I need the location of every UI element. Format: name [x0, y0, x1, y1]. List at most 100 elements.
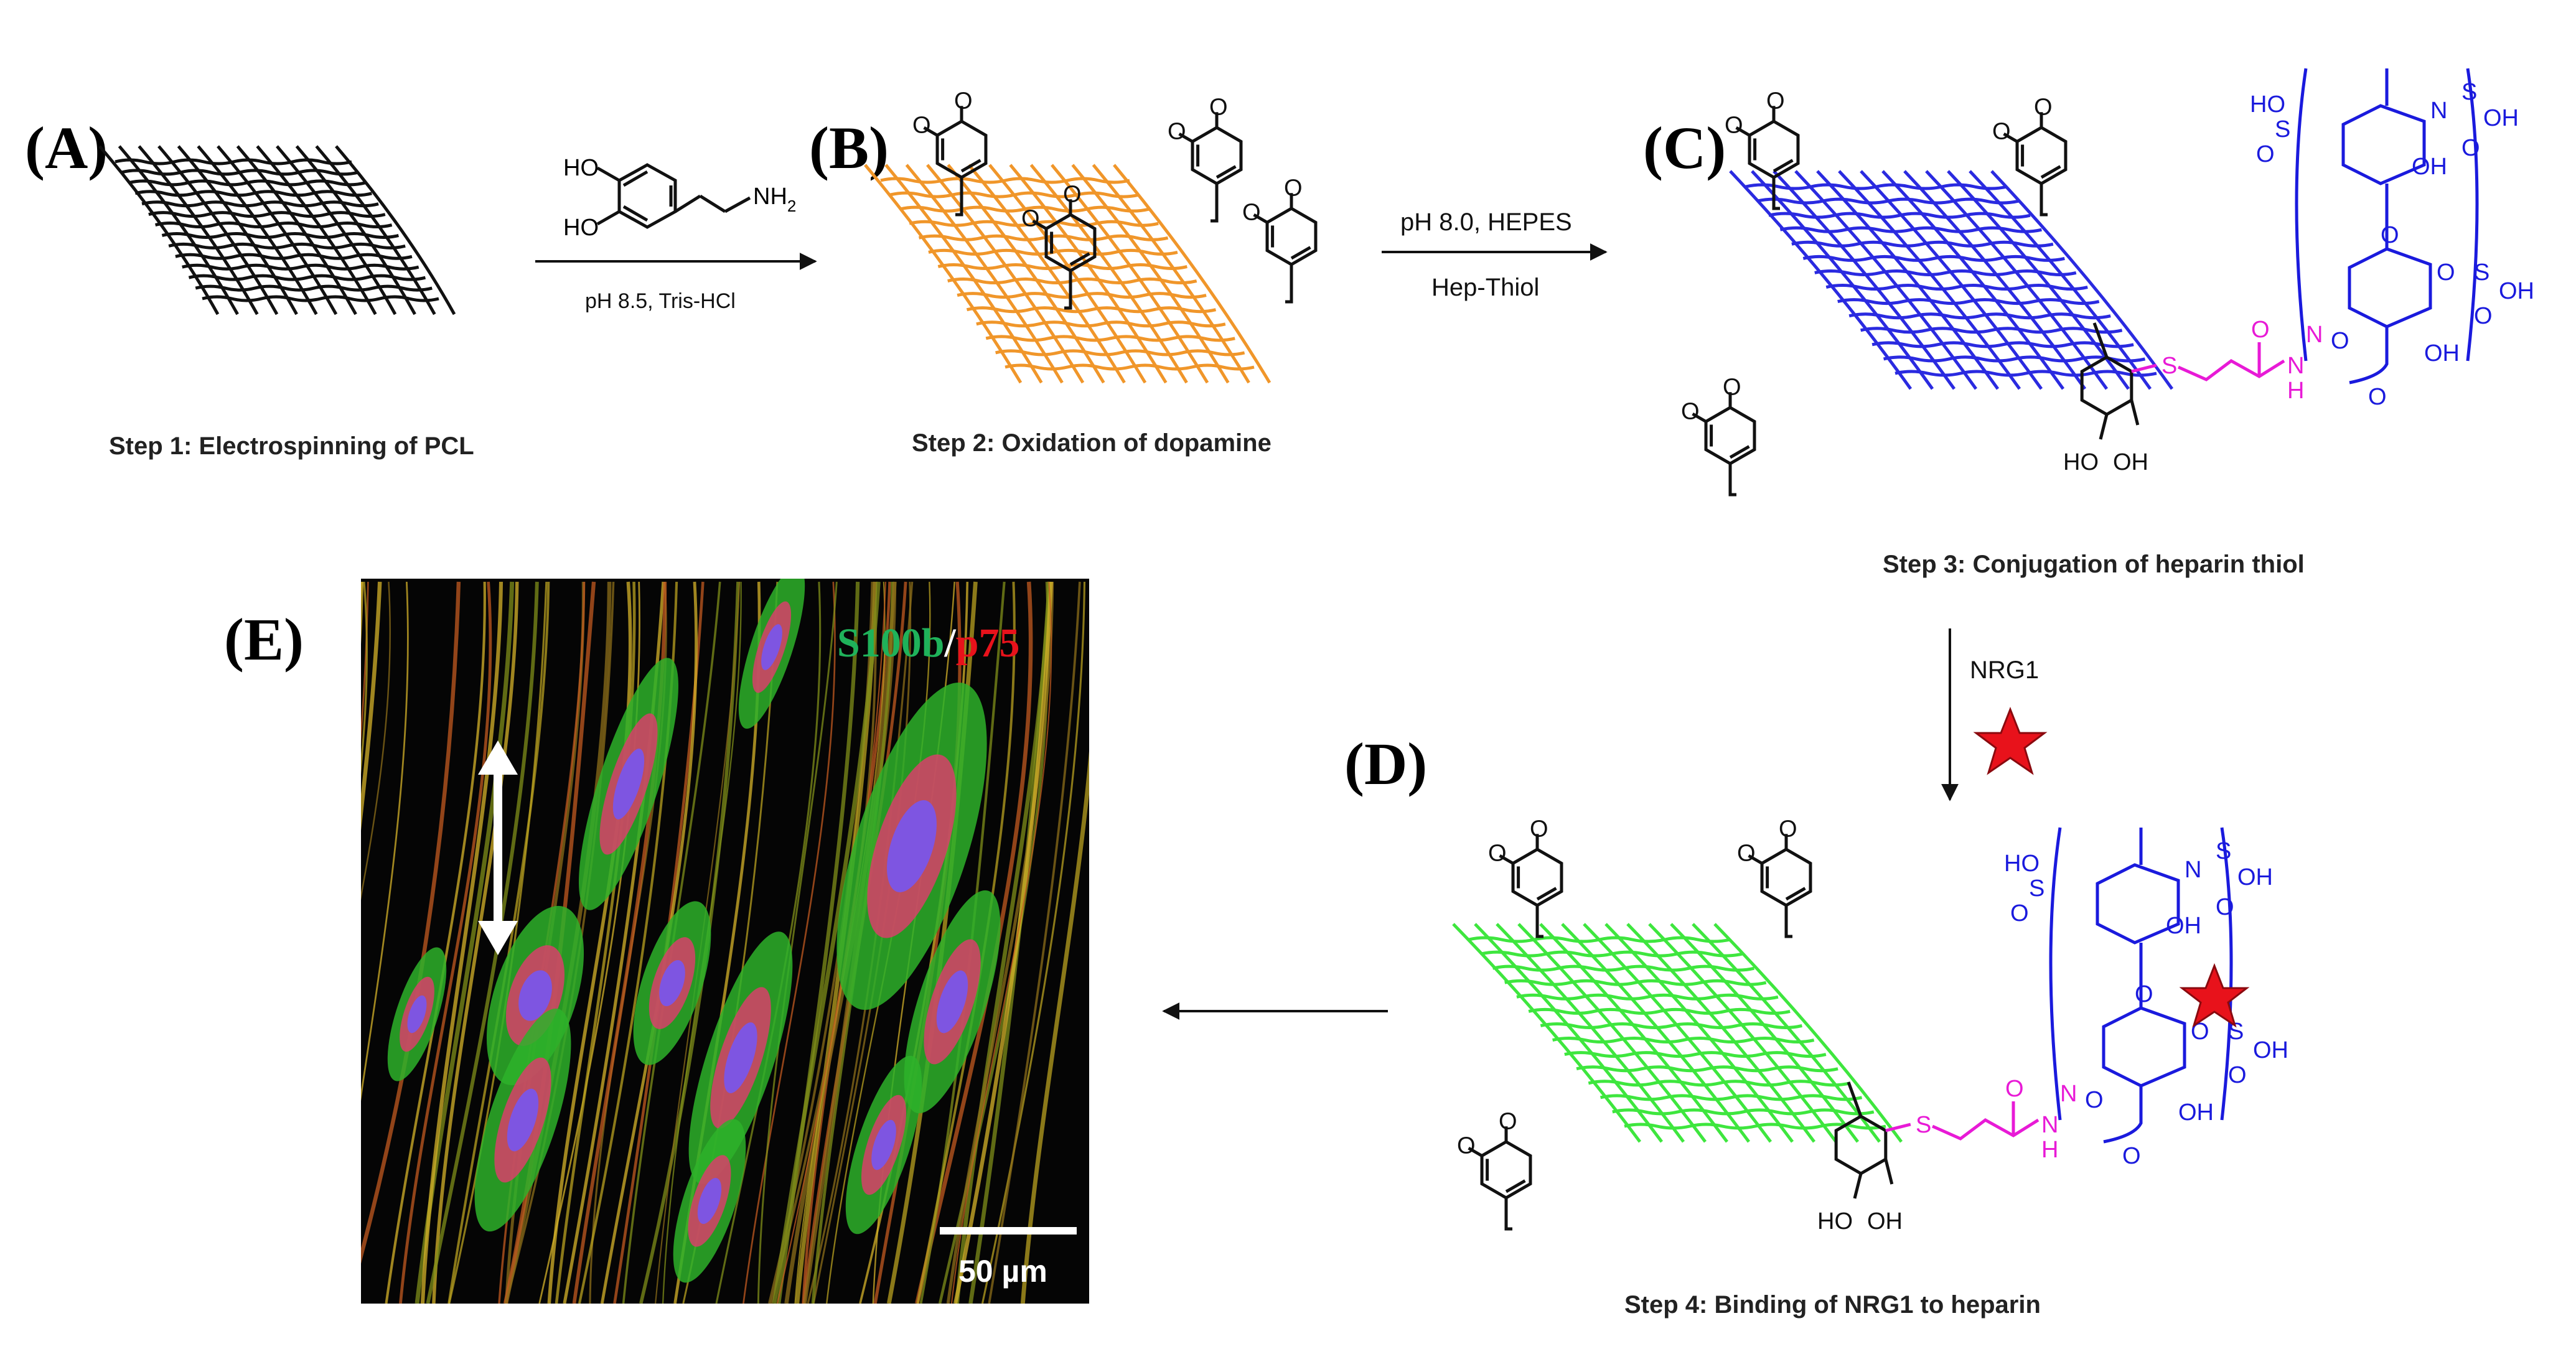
fiber: [161, 231, 399, 239]
fiber: [1837, 298, 2100, 306]
nucleus: [871, 1119, 896, 1170]
linker-nh: N: [2041, 1112, 2058, 1138]
fiber: [995, 349, 1245, 357]
heparin-atom-label: O: [2368, 384, 2387, 410]
axon-fiber: [946, 581, 1054, 1304]
oxygen-label: O: [2034, 95, 2053, 121]
fiber: [1903, 170, 2087, 390]
nucleus: [659, 959, 685, 1007]
heparin-atom-label: OH: [2178, 1099, 2214, 1126]
thiol-linker: [1885, 1101, 2040, 1141]
fiber: [315, 145, 436, 315]
axon-fiber: [361, 581, 368, 775]
fiber: [195, 284, 433, 292]
axon-fiber: [361, 581, 369, 745]
fiber: [202, 295, 439, 302]
scale-bar: [940, 1227, 1077, 1235]
fiber: [967, 164, 1126, 384]
fiber: [1496, 923, 1685, 1143]
fiber: [182, 263, 419, 271]
axon-fiber: [1020, 751, 1089, 1304]
fiber: [1452, 923, 1642, 1143]
nucleus: [936, 970, 968, 1034]
panel-e: (E) S100b/p75 50 µm: [224, 579, 1089, 1304]
fiber: [1604, 923, 1794, 1143]
fiber: [1626, 923, 1816, 1143]
linker-h: H: [2287, 378, 2304, 404]
fiber: [926, 164, 1085, 384]
oxygen-label: O: [1779, 816, 1797, 843]
fiber: [1883, 355, 2146, 363]
quinone: OO: [1725, 88, 1800, 210]
catechol-ho: HO: [1817, 1208, 1853, 1235]
dopamine-structure: [596, 163, 751, 229]
quinone: OO: [912, 88, 988, 217]
heparin-atom-label: HO: [2004, 851, 2040, 877]
axon-fiber: [361, 581, 391, 900]
fiber: [1552, 1037, 1815, 1044]
arrow-bc-condition-top: pH 8.0, HEPES: [1400, 208, 1572, 236]
sulfur-label: S: [2161, 353, 2177, 379]
fiber: [1564, 1051, 1827, 1058]
pcl-fiber-mesh-green: [1452, 923, 1903, 1143]
fiber: [1517, 923, 1707, 1143]
fiber: [1092, 164, 1250, 384]
fiber: [177, 145, 298, 315]
fiber: [1576, 1065, 1838, 1073]
pcl-fiber-mesh-blue: [1729, 170, 2174, 390]
fiber: [1599, 1094, 1863, 1101]
fiber: [947, 164, 1105, 384]
panel-a: (A) Step 1: Electrospinning of PCL: [25, 114, 474, 460]
axon-fiber: [981, 581, 1086, 1304]
heparin-atom-label: OH: [2412, 154, 2447, 180]
oxygen-label: O: [1725, 112, 1743, 138]
oxygen-label: O: [1063, 182, 1082, 208]
quinone: OO: [1992, 95, 2068, 217]
fiber: [1881, 170, 2065, 390]
heparin-atom-label: O: [2461, 135, 2480, 161]
fiber: [1005, 363, 1255, 371]
axon-fiber: [448, 581, 548, 1304]
oxygen-label: O: [1209, 95, 1228, 121]
quinone: OO: [1242, 175, 1318, 304]
heparin-atom-label: HO: [2250, 91, 2285, 118]
arrow-cd-label: NRG1: [1970, 656, 2039, 684]
axon-fiber: [447, 581, 550, 1304]
fiber: [1588, 1080, 1850, 1087]
oxygen-label: O: [1681, 398, 1700, 424]
fiber: [864, 164, 1023, 384]
oxygen-label: O: [954, 88, 973, 114]
heparin-chain: [2049, 827, 2233, 1144]
axon-fiber: [547, 581, 632, 1304]
nucleus: [407, 995, 427, 1034]
oxygen-label: O: [1284, 175, 1303, 202]
axon-fiber: [538, 581, 640, 1304]
fiber: [1990, 170, 2174, 390]
fiber: [1814, 269, 2077, 276]
scale-bar-label: 50 µm: [958, 1254, 1047, 1289]
fiber: [138, 145, 259, 315]
fiber: [157, 145, 279, 315]
oxygen-label: O: [1168, 118, 1186, 144]
catechol-oh: OH: [1867, 1208, 1903, 1235]
red-star-icon: [1973, 706, 2048, 775]
fiber: [276, 145, 397, 315]
axon-fiber: [361, 581, 461, 1264]
fiber: [1670, 923, 1860, 1143]
oxygen-label: O: [1499, 1109, 1517, 1135]
fiber: [1838, 170, 2021, 390]
fiber: [1692, 923, 1881, 1143]
heparin-atom-label: O: [2085, 1087, 2104, 1113]
oxygen-label: O: [1457, 1132, 1476, 1159]
panel-letter-c: (C): [1643, 114, 1726, 181]
fiber: [966, 306, 1217, 314]
oxygen-label: O: [1488, 840, 1507, 866]
axon-fiber: [715, 581, 822, 1304]
arrow-bc-condition-bottom: Hep-Thiol: [1431, 274, 1539, 301]
oxygen-label: O: [1723, 375, 1741, 401]
axon-fiber: [772, 581, 881, 1304]
